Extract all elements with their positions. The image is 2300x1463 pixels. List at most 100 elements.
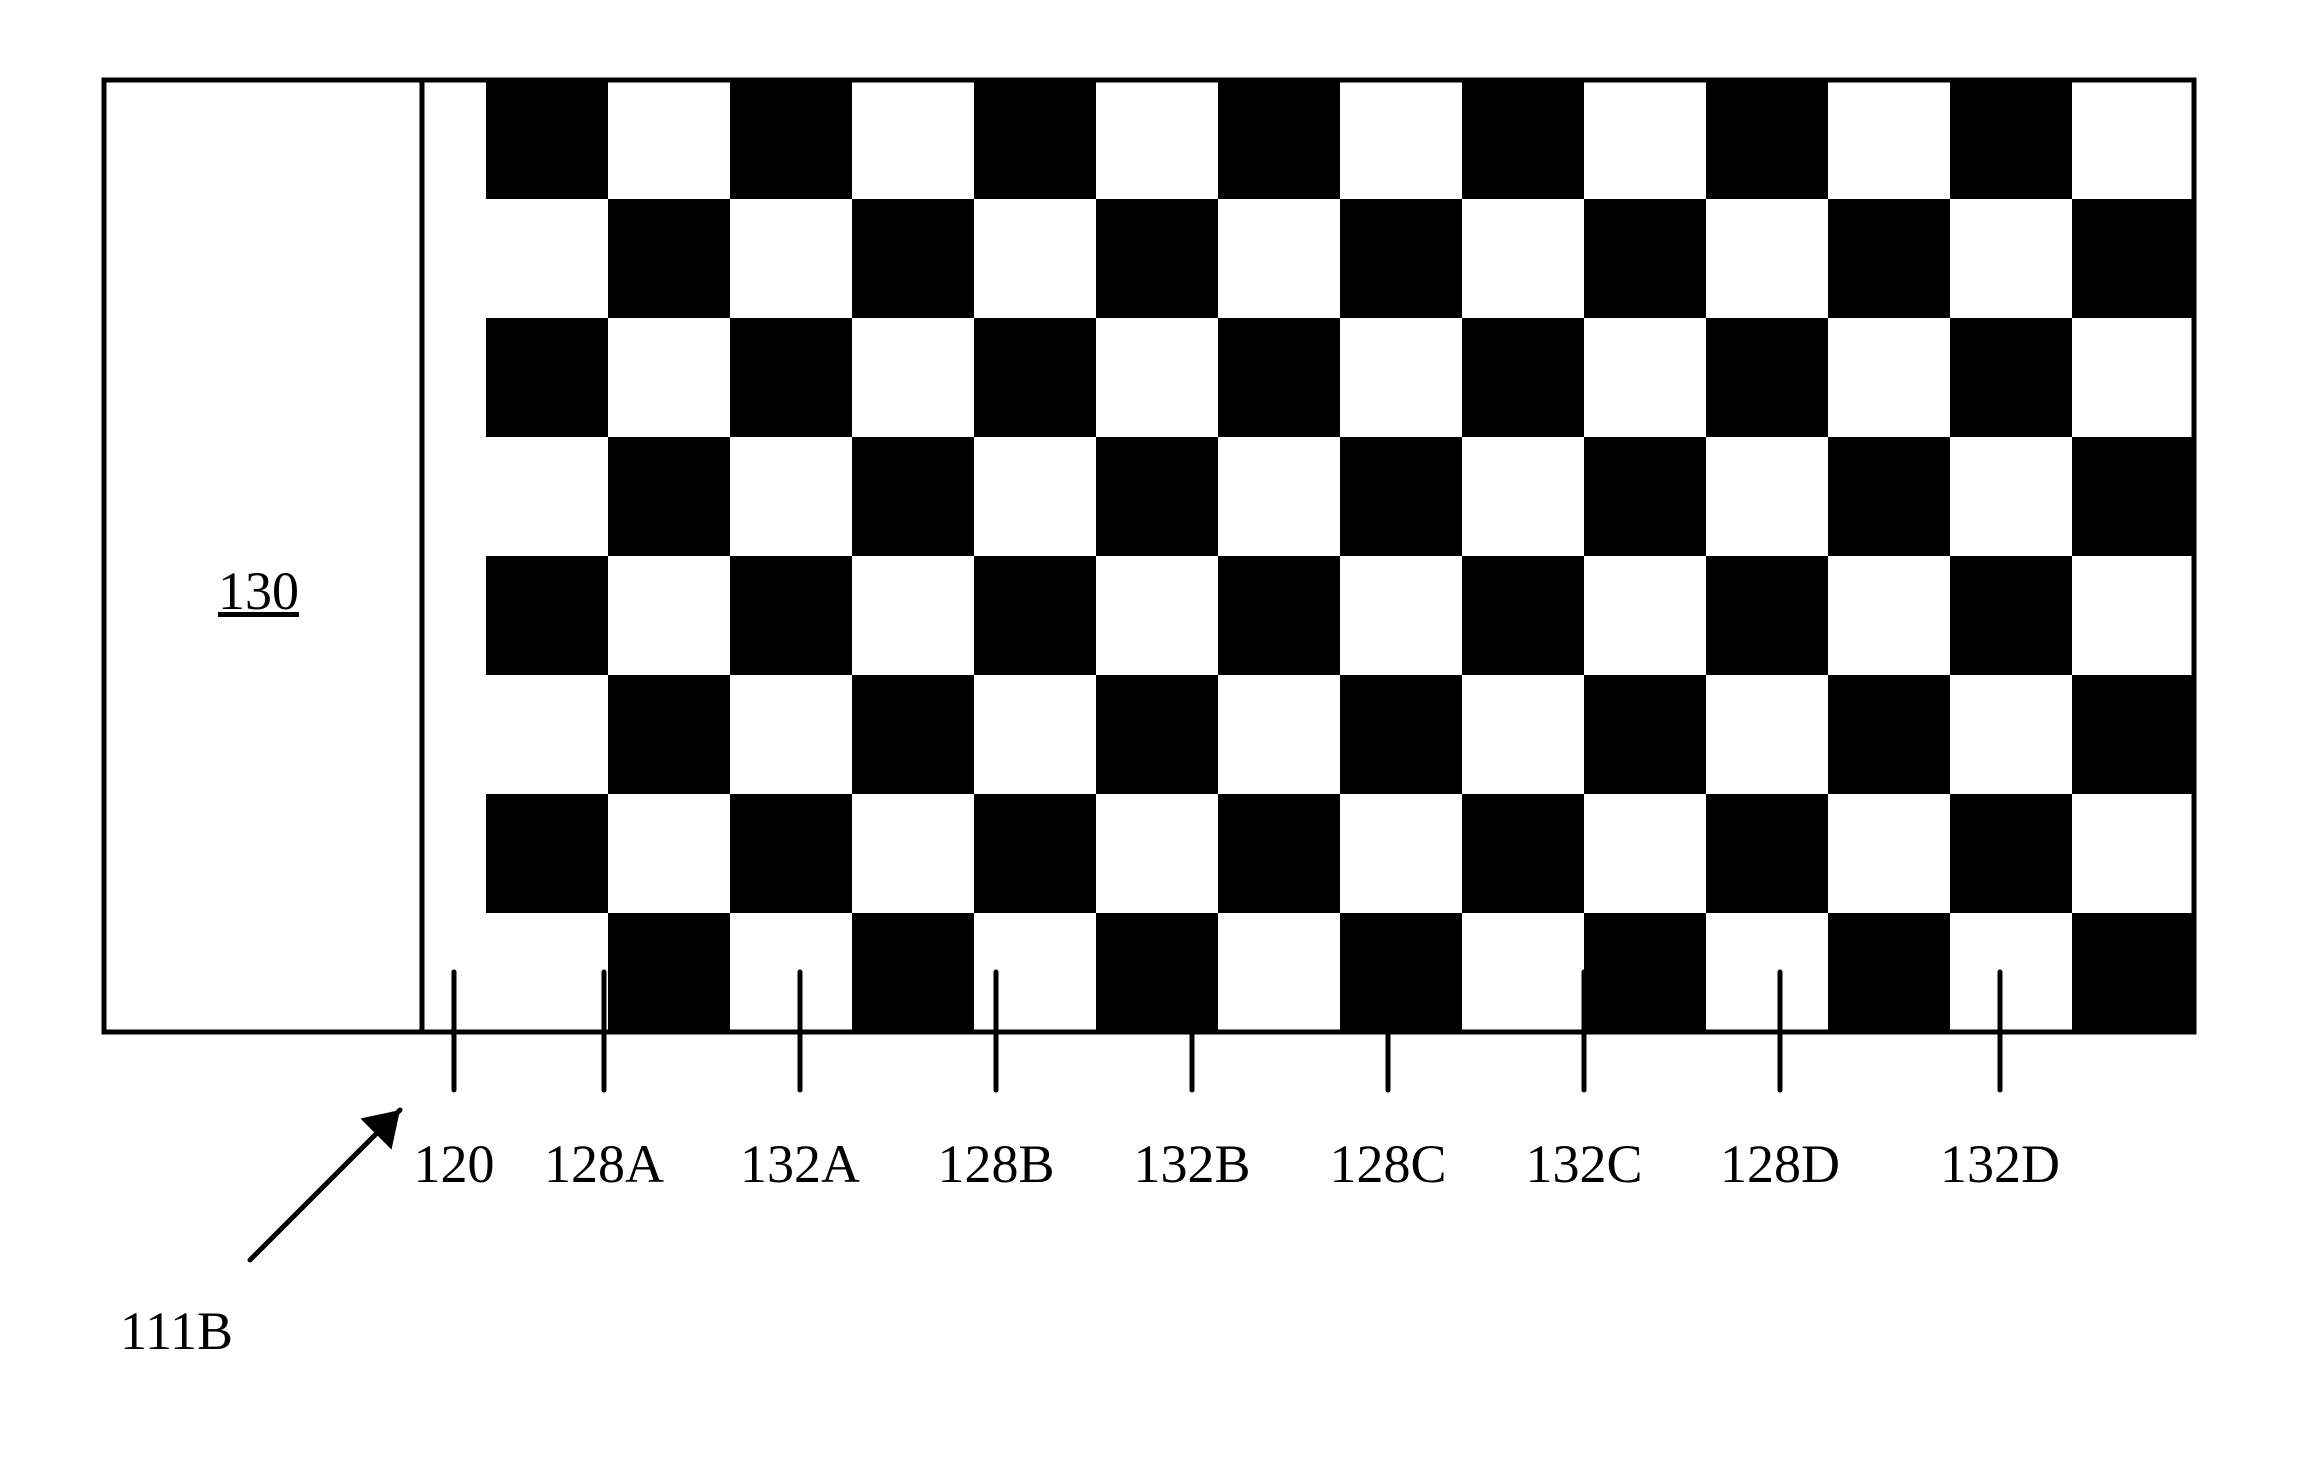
checker-cell bbox=[1950, 318, 2072, 437]
checker-cell bbox=[1340, 318, 1462, 437]
checker-cell bbox=[730, 913, 852, 1032]
checker-cell bbox=[1462, 318, 1584, 437]
checker-cell bbox=[1584, 318, 1706, 437]
checker-cell bbox=[730, 318, 852, 437]
checker-cell bbox=[1950, 437, 2072, 556]
checker-cell bbox=[974, 318, 1096, 437]
checker-cell bbox=[1950, 794, 2072, 913]
checker-cell bbox=[1096, 80, 1218, 199]
checker-cell bbox=[1340, 437, 1462, 556]
checker-cell bbox=[1218, 913, 1340, 1032]
checker-cell bbox=[1828, 913, 1950, 1032]
checker-cell bbox=[1218, 318, 1340, 437]
column-label: 132D bbox=[1940, 1133, 2060, 1195]
checker-cell bbox=[1950, 913, 2072, 1032]
checker-cell bbox=[486, 675, 608, 794]
column-label: 132A bbox=[740, 1133, 860, 1195]
checker-cell bbox=[1950, 80, 2072, 199]
checker-cell bbox=[852, 318, 974, 437]
checker-cell bbox=[1218, 437, 1340, 556]
checker-cell bbox=[852, 913, 974, 1032]
checker-cell bbox=[1462, 913, 1584, 1032]
checker-cell bbox=[1340, 556, 1462, 675]
checker-cell bbox=[1706, 556, 1828, 675]
checker-cell bbox=[974, 913, 1096, 1032]
checker-cell bbox=[2072, 675, 2194, 794]
checker-cell bbox=[608, 794, 730, 913]
checker-cell bbox=[974, 437, 1096, 556]
checker-cell bbox=[1828, 318, 1950, 437]
checker-cell bbox=[974, 794, 1096, 913]
checker-cell bbox=[1096, 913, 1218, 1032]
checker-cell bbox=[486, 437, 608, 556]
checker-cell bbox=[1828, 80, 1950, 199]
checker-cell bbox=[608, 675, 730, 794]
checker-cell bbox=[1828, 199, 1950, 318]
column-label: 132C bbox=[1526, 1133, 1643, 1195]
checker-cell bbox=[1462, 556, 1584, 675]
column-label: 128A bbox=[544, 1133, 664, 1195]
checker-cell bbox=[1828, 437, 1950, 556]
checker-cell bbox=[1584, 675, 1706, 794]
checker-cell bbox=[1706, 437, 1828, 556]
checker-cell bbox=[730, 437, 852, 556]
checker-cell bbox=[2072, 199, 2194, 318]
checker-cell bbox=[1096, 199, 1218, 318]
checker-cell bbox=[1706, 794, 1828, 913]
checker-cell bbox=[1462, 437, 1584, 556]
checker-cell bbox=[730, 675, 852, 794]
checker-cell bbox=[2072, 556, 2194, 675]
checker-cell bbox=[852, 675, 974, 794]
checker-cell bbox=[608, 437, 730, 556]
checker-cell bbox=[1096, 437, 1218, 556]
column-label: 128C bbox=[1330, 1133, 1447, 1195]
checker-cell bbox=[852, 199, 974, 318]
checker-cell bbox=[1218, 80, 1340, 199]
checker-cell bbox=[1584, 556, 1706, 675]
checker-cell bbox=[2072, 913, 2194, 1032]
checker-cell bbox=[608, 913, 730, 1032]
checker-cell bbox=[2072, 318, 2194, 437]
checker-cell bbox=[1706, 80, 1828, 199]
label-130: 130 bbox=[218, 560, 299, 622]
checker-cell bbox=[1706, 913, 1828, 1032]
checker-cell bbox=[1950, 199, 2072, 318]
checker-cell bbox=[1828, 675, 1950, 794]
panel-130 bbox=[104, 80, 422, 1032]
checker-cell bbox=[1462, 199, 1584, 318]
checker-cell bbox=[1584, 437, 1706, 556]
checker-cell bbox=[1096, 794, 1218, 913]
checker-cell bbox=[2072, 80, 2194, 199]
checker-cell bbox=[1340, 675, 1462, 794]
checker-cell bbox=[486, 318, 608, 437]
checker-cell bbox=[2072, 794, 2194, 913]
checker-cell bbox=[1584, 80, 1706, 199]
column-label: 128B bbox=[938, 1133, 1055, 1195]
column-label: 132B bbox=[1134, 1133, 1251, 1195]
checker-cell bbox=[608, 318, 730, 437]
checker-cell bbox=[1096, 556, 1218, 675]
checker-cell bbox=[1096, 318, 1218, 437]
checker-cell bbox=[2072, 437, 2194, 556]
checker-cell bbox=[730, 556, 852, 675]
checker-cell bbox=[608, 80, 730, 199]
checker-cell bbox=[852, 437, 974, 556]
checker-cell bbox=[974, 556, 1096, 675]
checker-cell bbox=[852, 794, 974, 913]
checker-cell bbox=[852, 556, 974, 675]
column-label: 120 bbox=[414, 1133, 495, 1195]
checker-cell bbox=[1706, 675, 1828, 794]
checker-cell bbox=[1340, 913, 1462, 1032]
checker-cell bbox=[1950, 675, 2072, 794]
checker-cell bbox=[608, 199, 730, 318]
checker-cell bbox=[1340, 199, 1462, 318]
checker-cell bbox=[1340, 80, 1462, 199]
checker-cell bbox=[1462, 675, 1584, 794]
checker-cell bbox=[608, 556, 730, 675]
checker-cell bbox=[486, 794, 608, 913]
checker-cell bbox=[730, 794, 852, 913]
checker-cell bbox=[486, 913, 608, 1032]
checker-cell bbox=[1828, 556, 1950, 675]
checker-cell bbox=[1218, 675, 1340, 794]
checker-cell bbox=[1950, 556, 2072, 675]
